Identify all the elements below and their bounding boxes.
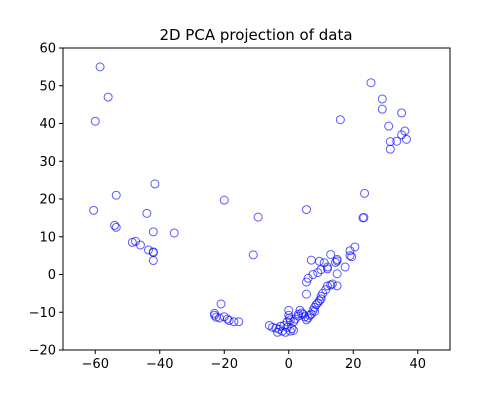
data-point [90, 206, 98, 214]
data-point [367, 79, 375, 87]
data-point [144, 246, 152, 254]
y-tick-label: 10 [39, 230, 56, 245]
data-point [104, 93, 112, 101]
data-point [333, 270, 341, 278]
data-points [90, 63, 411, 336]
data-point [336, 116, 344, 124]
x-tick-label: 0 [285, 357, 293, 372]
y-tick-label: 40 [39, 117, 56, 132]
x-tick-label: −40 [146, 357, 173, 372]
data-point [151, 180, 159, 188]
y-tick-label: −20 [29, 344, 56, 359]
axis-ticks: −60 −40 −20 0 20 40 −20 −10 0 10 20 30 40 50 60 [29, 42, 426, 373]
data-point [112, 191, 120, 199]
data-point [402, 135, 410, 143]
data-point [361, 189, 369, 197]
x-tick-label: −60 [82, 357, 109, 372]
data-point [235, 318, 243, 326]
plot-frame [63, 48, 450, 350]
data-point [398, 109, 406, 117]
data-point [302, 206, 310, 214]
data-point [378, 105, 386, 113]
data-point [315, 257, 323, 265]
data-point [307, 256, 315, 264]
chart-title: 2D PCA projection of data [159, 26, 352, 44]
data-point [254, 213, 262, 221]
data-point [96, 63, 104, 71]
data-point [170, 229, 178, 237]
x-tick-label: −20 [211, 357, 238, 372]
y-tick-label: 50 [39, 79, 56, 94]
data-point [111, 221, 119, 229]
data-point [211, 311, 219, 319]
data-point [149, 257, 157, 265]
data-point [378, 95, 386, 103]
data-point [230, 318, 238, 326]
data-point [112, 223, 120, 231]
x-tick-label: 20 [345, 357, 362, 372]
data-point [332, 258, 340, 266]
data-point [143, 209, 151, 217]
y-tick-label: −10 [29, 306, 56, 321]
y-tick-label: 30 [39, 155, 56, 170]
data-point [327, 250, 335, 258]
y-tick-label: 60 [39, 42, 56, 57]
y-tick-label: 0 [48, 268, 56, 283]
data-point [341, 263, 349, 271]
data-point [217, 300, 225, 308]
x-tick-label: 40 [409, 357, 426, 372]
data-point [220, 196, 228, 204]
y-tick-label: 20 [39, 193, 56, 208]
data-point [302, 290, 310, 298]
data-point [385, 122, 393, 130]
data-point [91, 117, 99, 125]
data-point [386, 145, 394, 153]
data-point [249, 251, 257, 259]
data-point [149, 228, 157, 236]
